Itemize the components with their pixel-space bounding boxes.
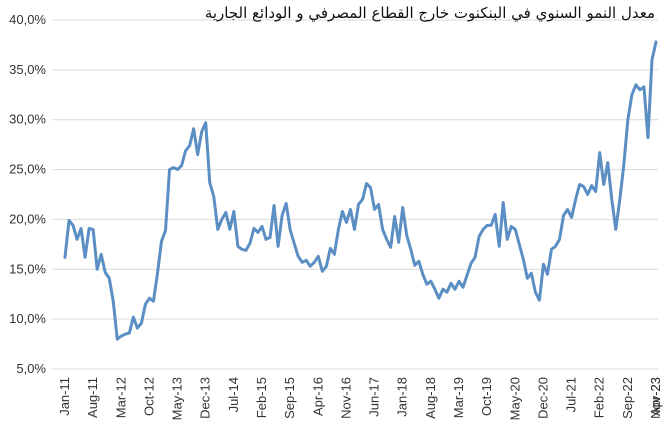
gridlines [52,19,658,370]
x-axis-ticks: Jan-11 Aug-11 Mar-12 Oct-12 May-13 Dec-13 Jul-… [57,377,663,420]
x-tick-label: Aug-18 [423,377,438,419]
x-tick-label: Apr-23 [648,377,663,416]
x-tick-label: Dec-20 [535,377,550,419]
x-tick-label: Nov-16 [338,377,353,419]
y-tick-label: 25,0% [9,162,46,177]
chart-title: معدل النمو السنوي في البنكنوت خارج القطا… [204,4,655,22]
x-tick-label: Apr-16 [310,377,325,416]
x-tick-label: Feb-22 [592,377,607,418]
y-tick-label: 5,0% [16,361,46,376]
x-tick-label: Nov-23 [648,377,663,419]
x-tick-label: Oct-12 [141,377,156,416]
x-tick-label: Sep-22 [620,377,635,419]
y-axis-ticks: 5,0% 10,0% 15,0% 20,0% 25,0% 30,0% 35,0% 40,0% [9,12,46,376]
y-tick-label: 30,0% [9,112,46,127]
x-tick-label: May-13 [170,377,185,420]
x-tick-label: Mar-12 [113,377,128,418]
x-tick-label: May-20 [507,377,522,420]
x-tick-label: Jun-17 [367,377,382,417]
x-tick-label: Jul-21 [564,377,579,412]
x-tick-label: Dec-13 [198,377,213,419]
x-tick-label: Feb-15 [254,377,269,418]
x-tick-label: Sep-15 [282,377,297,419]
x-tick-label: Jan-11 [57,377,72,416]
x-tick-label: Aug-11 [85,377,100,418]
x-tick-label: Oct-19 [479,377,494,416]
x-tick-label: Mar-19 [451,377,466,418]
y-tick-label: 10,0% [9,311,46,326]
y-tick-label: 35,0% [9,62,46,77]
series-line [63,40,658,341]
x-tick-label: Jan-18 [395,377,410,417]
y-tick-label: 15,0% [9,261,46,276]
x-tick-label: Jul-14 [226,377,241,412]
y-tick-label: 40,0% [9,12,46,27]
y-tick-label: 20,0% [9,211,46,226]
series-layer [63,40,658,341]
